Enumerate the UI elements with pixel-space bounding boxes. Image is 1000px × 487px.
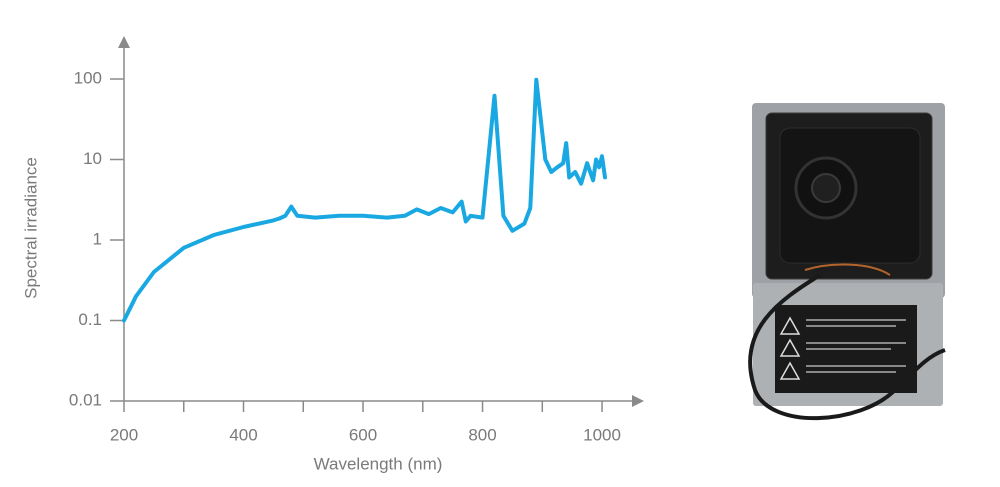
x-tick-label: 800 — [468, 425, 496, 444]
y-tick-label: 10 — [83, 149, 102, 168]
x-tick-label: 200 — [110, 425, 138, 444]
x-tick-label: 400 — [229, 425, 257, 444]
x-axis-label: Wavelength (nm) — [314, 454, 443, 473]
y-tick-label: 1 — [93, 229, 102, 248]
y-tick-label: 100 — [74, 68, 102, 87]
x-tick-label: 1000 — [583, 425, 621, 444]
x-axis-arrow — [632, 395, 644, 407]
spectrum-line — [122, 77, 607, 323]
device-photo — [748, 103, 946, 421]
y-tick-label: 0.01 — [69, 390, 102, 409]
y-axis-label: Spectral irradiance — [21, 157, 40, 299]
y-axis-arrow — [118, 36, 130, 48]
y-tick-label: 0.1 — [78, 310, 102, 329]
x-tick-label: 600 — [349, 425, 377, 444]
